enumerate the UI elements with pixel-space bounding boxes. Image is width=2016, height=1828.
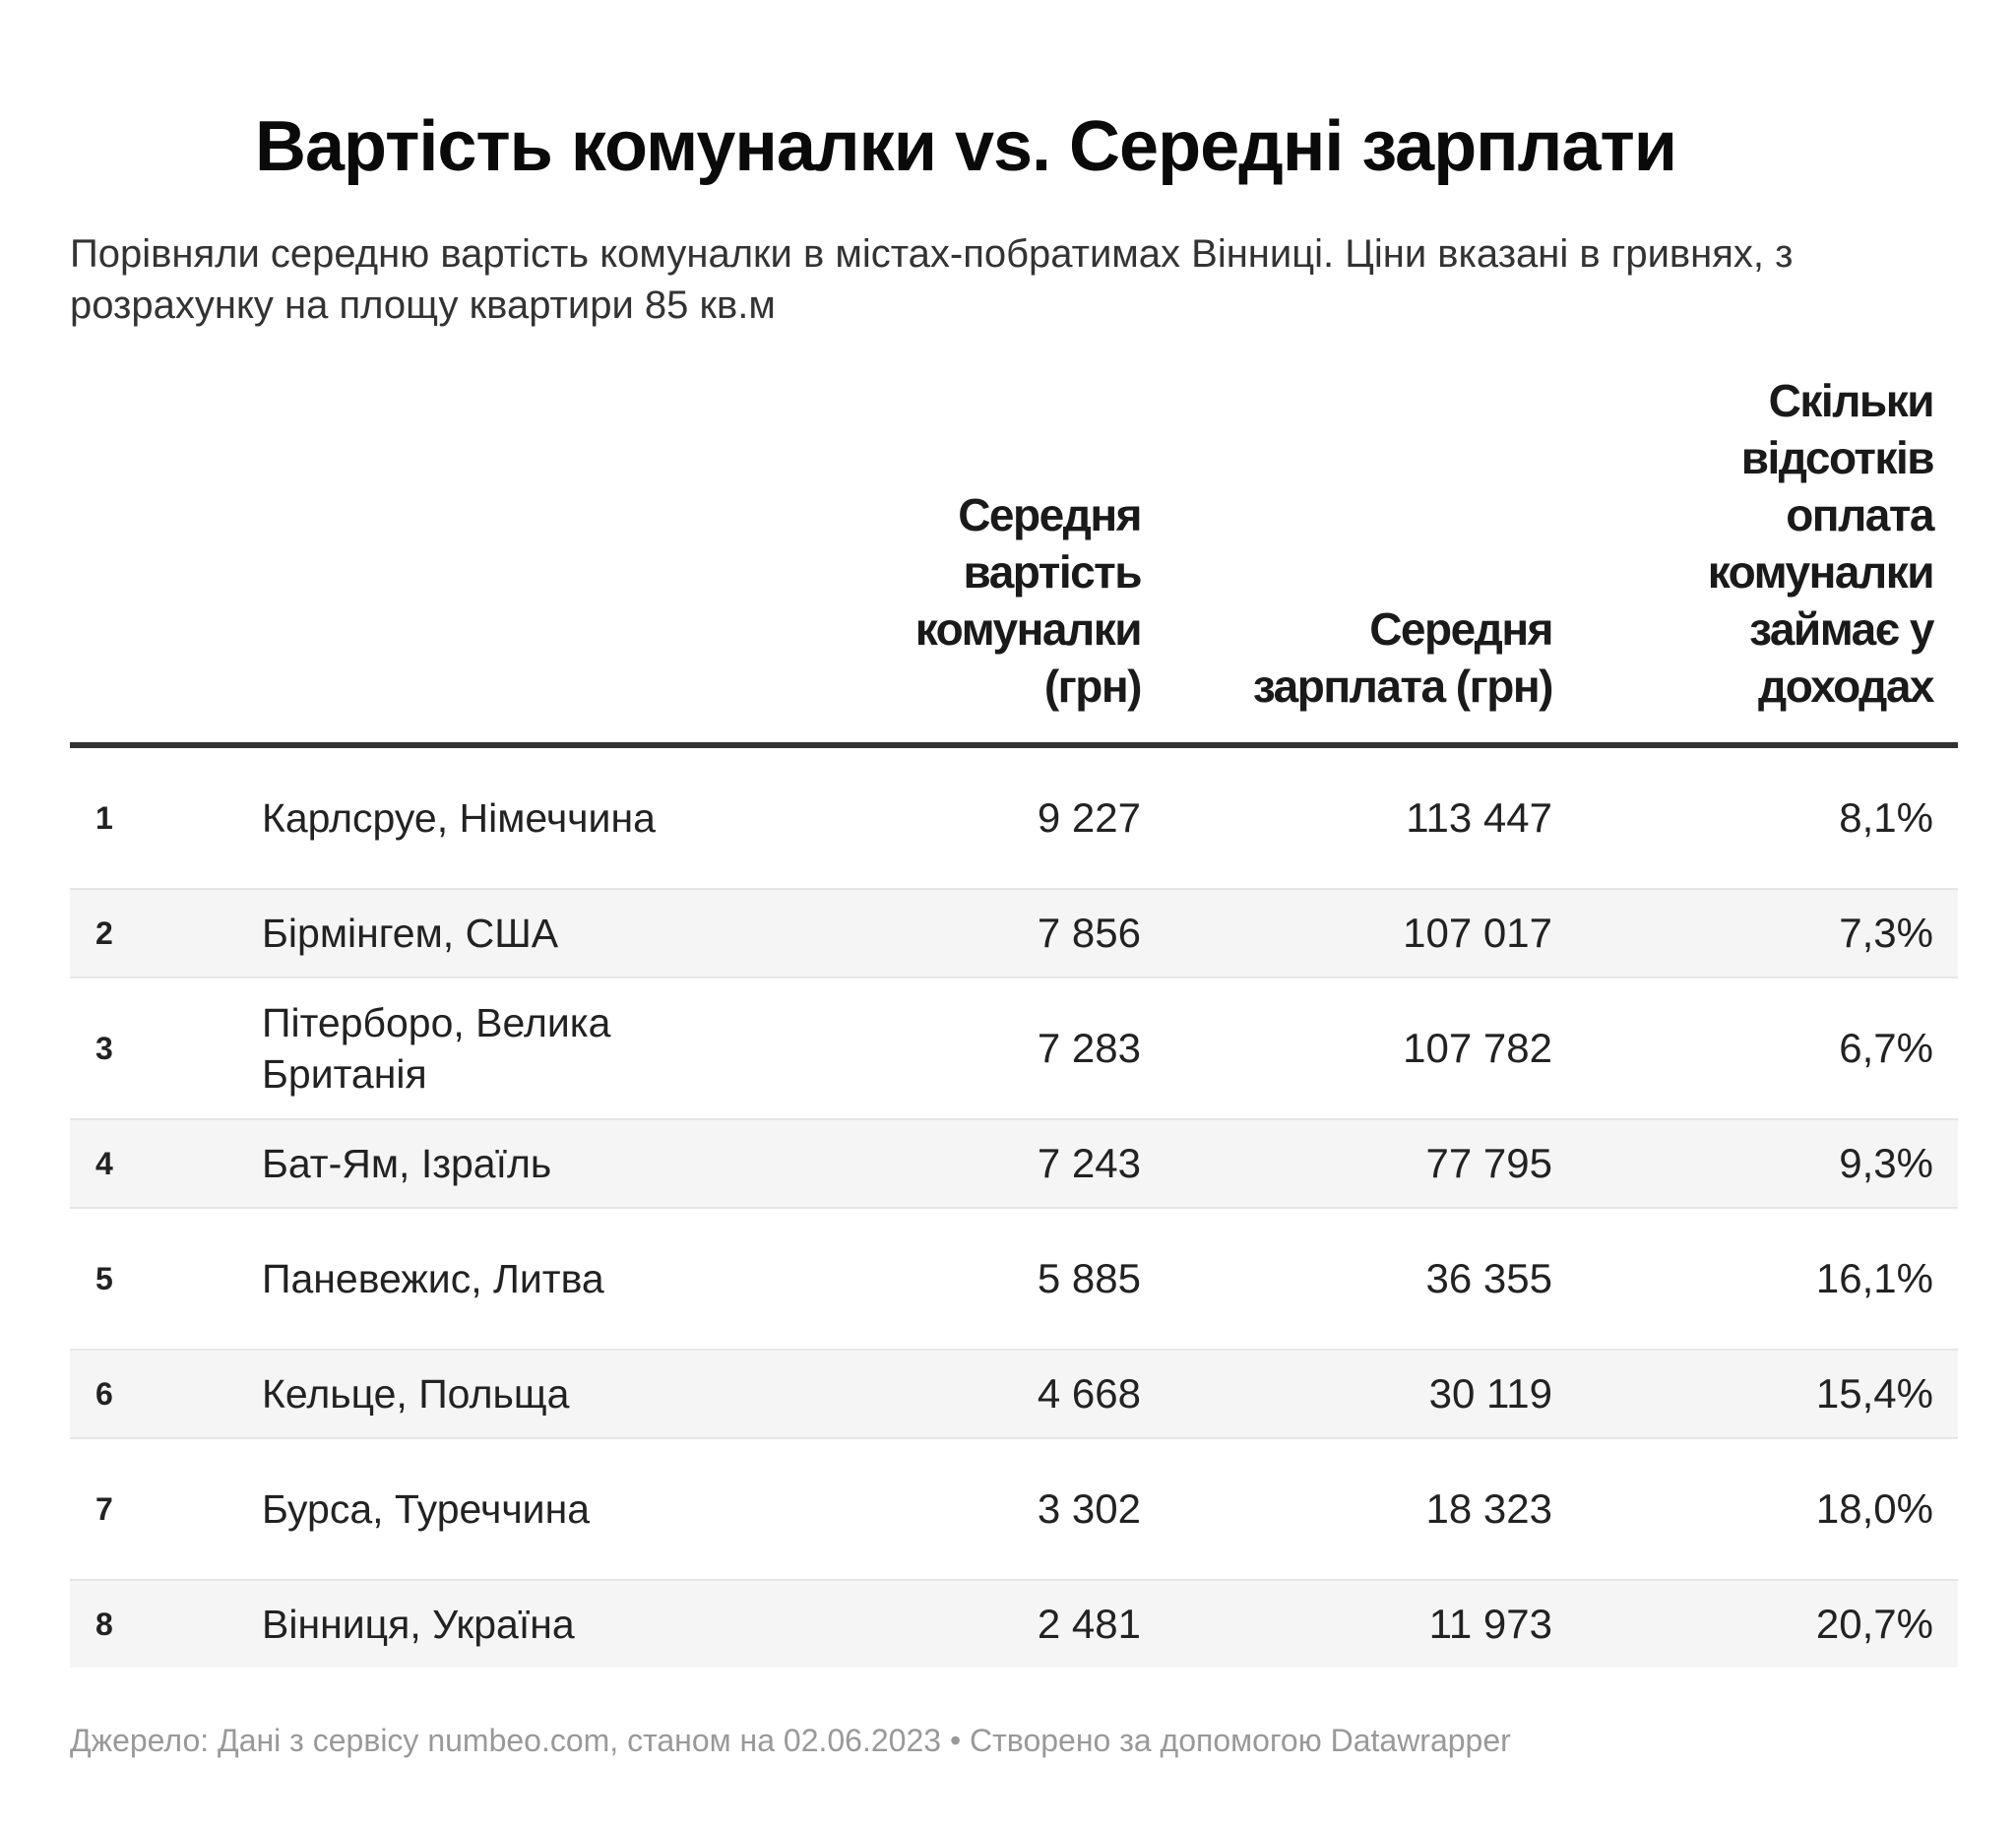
row-rank: 5 [95, 1260, 113, 1296]
chart-footer: Джерело: Дані з сервісу numbeo.com, стан… [70, 1723, 1511, 1758]
row-share: 20,7% [1815, 1601, 1933, 1647]
row-utilities: 4 668 [1037, 1370, 1141, 1417]
header-utilities[interactable]: Середня вартість комуналки (грн) [914, 489, 1143, 712]
row-rank: 1 [95, 799, 113, 836]
table-body: 1 Карлсруе, Німеччина 9 227 113 447 8,1% 2 Бір… [70, 748, 1958, 1668]
table-row: 6 Кельце, Польща 4 668 30 119 15,4% [70, 1351, 1958, 1439]
row-city: Карлсруе, Німеччина [262, 795, 656, 841]
table-row: 3 Пітерборо, Велика Британія 7 283 107 782 6… [70, 978, 1958, 1120]
row-city: Бурса, Туреччина [262, 1486, 591, 1532]
row-share: 8,1% [1839, 794, 1933, 841]
table-row: 4 Бат-Ям, Ізраїль 7 243 77 795 9,3% [70, 1120, 1958, 1209]
row-salary: 30 119 [1428, 1370, 1552, 1417]
row-rank: 6 [95, 1375, 113, 1412]
row-city: Бірмінгем, США [262, 911, 559, 956]
row-share: 16,1% [1815, 1255, 1933, 1301]
table-header: Середня вартість комуналки (грн) Середня… [70, 366, 1958, 748]
row-salary: 107 017 [1403, 910, 1552, 956]
chart-subtitle: Порівняли середню вартість комуналки в м… [70, 232, 1794, 327]
header-share[interactable]: Скільки відсотків оплата комуналки займа… [1707, 375, 1935, 712]
row-city: Паневежис, Литва [262, 1256, 604, 1301]
table-row: 7 Бурса, Туреччина 3 302 18 323 18,0% [70, 1439, 1958, 1581]
row-utilities: 2 481 [1037, 1601, 1141, 1647]
row-share: 7,3% [1839, 910, 1933, 956]
row-rank: 7 [95, 1490, 113, 1527]
row-salary: 18 323 [1425, 1485, 1552, 1532]
row-city: Пітерборо, Велика Британія [262, 1000, 611, 1097]
row-rank: 4 [95, 1145, 113, 1181]
table-row: 1 Карлсруе, Німеччина 9 227 113 447 8,1% [70, 748, 1958, 890]
row-utilities: 7 856 [1037, 910, 1141, 956]
row-salary: 11 973 [1428, 1601, 1552, 1647]
row-share: 6,7% [1839, 1025, 1933, 1071]
row-share: 15,4% [1815, 1370, 1933, 1417]
row-city: Кельце, Польща [262, 1371, 570, 1417]
row-rank: 3 [95, 1030, 113, 1066]
row-utilities: 7 243 [1037, 1140, 1141, 1186]
table-row: 2 Бірмінгем, США 7 856 107 017 7,3% [70, 890, 1958, 978]
table-row: 5 Паневежис, Литва 5 885 36 355 16,1% [70, 1209, 1958, 1351]
row-rank: 2 [95, 914, 113, 951]
row-salary: 77 795 [1425, 1140, 1552, 1186]
row-salary: 107 782 [1403, 1025, 1552, 1071]
row-share: 9,3% [1839, 1140, 1933, 1186]
row-city: Бат-Ям, Ізраїль [262, 1141, 552, 1186]
row-utilities: 9 227 [1037, 794, 1141, 841]
row-utilities: 7 283 [1037, 1025, 1141, 1071]
table-row: 8 Вінниця, Україна 2 481 11 973 20,7% [70, 1581, 1958, 1668]
row-utilities: 3 302 [1037, 1485, 1141, 1532]
row-salary: 36 355 [1425, 1255, 1552, 1301]
row-utilities: 5 885 [1037, 1255, 1141, 1301]
row-share: 18,0% [1815, 1485, 1933, 1532]
row-rank: 8 [95, 1606, 113, 1642]
header-salary[interactable]: Середня зарплата (грн) [1252, 603, 1554, 712]
row-salary: 113 447 [1406, 794, 1552, 841]
chart-title: Вартість комуналки vs. Середні зарплати [255, 107, 1677, 186]
row-city: Вінниця, Україна [262, 1602, 575, 1647]
